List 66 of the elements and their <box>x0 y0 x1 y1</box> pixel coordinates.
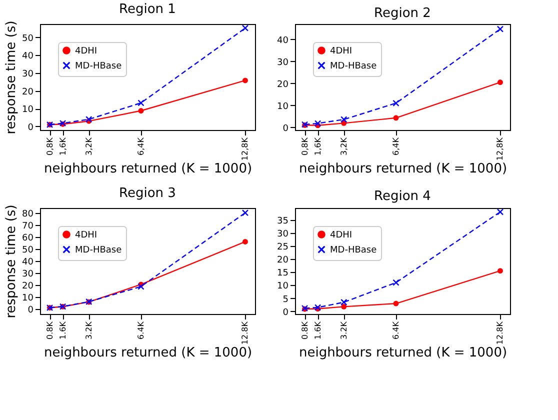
x-tick-label: 1,6K <box>58 136 68 156</box>
y-tick-label: 0 <box>282 124 289 134</box>
x-tick-label: 3,2K <box>339 136 348 156</box>
y-tick-label: 40 <box>22 52 34 62</box>
y-tick-label: 20 <box>277 80 289 90</box>
y-tick-label: 40 <box>22 258 34 268</box>
y-tick-label: 35 <box>277 216 288 226</box>
legend-label: 4DHI <box>75 46 98 56</box>
y-tick-label: 5 <box>282 294 288 305</box>
y-tick-label: 25 <box>277 242 288 252</box>
x-tick-label: 6.4K <box>391 320 400 340</box>
legend-label: 4DHI <box>75 230 98 240</box>
x-tick-label: 3,2K <box>84 136 94 156</box>
x-tick-label: 6.4K <box>136 320 146 340</box>
x-axis-title: neighbours returned (K = 1000) <box>44 346 252 361</box>
y-tick-label: 0 <box>28 306 34 316</box>
x-tick-label: 3.2K <box>84 320 94 340</box>
legend-label: MD-HBase <box>75 246 122 256</box>
x-tick-label: 0.8K <box>300 320 310 340</box>
y-tick-label: 70 <box>22 221 34 232</box>
y-axis-title: response time (s) <box>4 204 20 318</box>
x-tick-label: 6,4K <box>136 136 146 156</box>
y-axis-title: response time (s) <box>4 20 20 134</box>
y-tick-label: 60 <box>22 233 34 244</box>
y-tick-label: 20 <box>277 256 289 266</box>
chart-title: Region 2 <box>374 6 431 21</box>
y-tick-label: 20 <box>22 87 34 98</box>
x-tick-label: 1,6K <box>313 136 322 156</box>
y-tick-label: 40 <box>277 36 289 46</box>
x-tick-label: 12.8K <box>240 320 250 345</box>
y-tick-label: 10 <box>277 282 289 292</box>
x-tick-label: 0,8K <box>300 136 310 156</box>
legend-label: MD-HBase <box>330 246 378 256</box>
x-tick-label: 3.2K <box>339 320 348 340</box>
x-tick-label: 1.6K <box>313 320 322 340</box>
y-tick-label: 30 <box>22 270 34 280</box>
y-tick-label: 10 <box>22 294 34 304</box>
x-axis-title: neighbours returned (K = 1000) <box>44 162 252 177</box>
x-tick-label: 12.8K <box>496 320 505 345</box>
y-tick-label: 20 <box>22 282 34 292</box>
legend-label: 4DHI <box>330 230 352 240</box>
y-tick-label: 15 <box>277 268 288 279</box>
x-tick-label: 6,4K <box>391 136 400 156</box>
y-tick-label: 30 <box>22 69 34 80</box>
x-tick-label: 0.8K <box>45 320 54 340</box>
x-axis-title: neighbours returned (K = 1000) <box>298 162 508 177</box>
chart-title: Region 3 <box>119 186 176 202</box>
x-axis-title: neighbours returned (K = 1000) <box>298 346 508 361</box>
y-tick-label: 0 <box>282 308 289 318</box>
y-tick-label: 10 <box>277 102 289 112</box>
chart-title: Region 4 <box>374 188 431 204</box>
y-tick-label: 50 <box>22 245 34 256</box>
y-tick-label: 10 <box>22 105 34 116</box>
legend-label: 4DHI <box>330 46 352 56</box>
x-tick-label: 12,8K <box>240 136 250 161</box>
x-tick-label: 0,8K <box>45 136 54 156</box>
chart-title: Region 1 <box>119 2 176 18</box>
legend-label: MD-HBase <box>330 62 378 72</box>
y-tick-label: 30 <box>277 229 289 240</box>
legend-label: MD-HBase <box>75 62 122 72</box>
y-tick-label: 80 <box>22 209 34 220</box>
x-tick-label: 12,8K <box>496 136 505 161</box>
x-tick-label: 1.6K <box>58 320 68 340</box>
y-tick-label: 50 <box>22 34 34 44</box>
y-tick-label: 0 <box>28 122 34 133</box>
y-tick-label: 30 <box>277 58 289 68</box>
